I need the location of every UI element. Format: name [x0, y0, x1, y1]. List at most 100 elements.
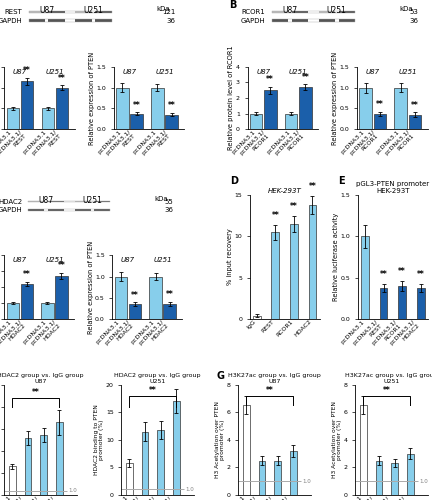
Bar: [274, 460, 281, 495]
Bar: [416, 288, 425, 319]
Text: **: **: [398, 267, 406, 276]
Text: kDa: kDa: [154, 196, 168, 202]
Text: **: **: [133, 100, 140, 110]
Text: U251: U251: [46, 68, 64, 74]
Bar: [319, 20, 335, 22]
Bar: [48, 11, 65, 13]
Bar: [42, 108, 54, 129]
Bar: [409, 114, 421, 129]
Text: **: **: [308, 182, 316, 190]
Bar: [380, 288, 388, 319]
Bar: [75, 201, 91, 202]
Text: G: G: [217, 372, 225, 382]
Text: kDa: kDa: [156, 6, 170, 12]
Bar: [391, 464, 398, 495]
Bar: [41, 303, 54, 319]
Bar: [319, 11, 335, 13]
Text: **: **: [149, 386, 157, 394]
Bar: [40, 436, 47, 495]
Text: **: **: [376, 100, 384, 109]
Bar: [285, 114, 297, 129]
Text: 36: 36: [164, 207, 173, 213]
Text: U251: U251: [83, 196, 102, 204]
Text: U251: U251: [327, 6, 346, 15]
Text: GAPDH: GAPDH: [0, 18, 22, 24]
Bar: [250, 114, 262, 129]
Text: D: D: [230, 176, 238, 186]
Text: **: **: [58, 74, 66, 82]
Bar: [94, 208, 110, 211]
Title: pGL3-PTEN promoter
HEK-293T: pGL3-PTEN promoter HEK-293T: [356, 182, 429, 194]
Text: U251: U251: [289, 68, 308, 74]
Bar: [29, 11, 45, 13]
Bar: [126, 463, 133, 495]
Text: **: **: [168, 102, 175, 110]
Bar: [272, 11, 288, 13]
Text: U87: U87: [13, 68, 27, 74]
Bar: [264, 90, 276, 129]
Bar: [48, 20, 65, 22]
Title: HDAC2 group vs. IgG group
U251: HDAC2 group vs. IgG group U251: [114, 374, 201, 384]
Bar: [398, 286, 406, 319]
Bar: [173, 401, 180, 495]
Bar: [163, 304, 176, 319]
Text: U87: U87: [38, 196, 54, 204]
Bar: [48, 201, 64, 202]
Text: **: **: [166, 290, 173, 300]
Bar: [95, 11, 111, 13]
Text: 36: 36: [410, 18, 419, 24]
Y-axis label: Relative expression of PTEN: Relative expression of PTEN: [89, 52, 95, 144]
Bar: [292, 20, 308, 22]
Text: U251: U251: [45, 258, 64, 264]
Bar: [116, 88, 129, 129]
Bar: [259, 460, 265, 495]
Bar: [25, 438, 31, 495]
Text: 1.0: 1.0: [419, 478, 428, 484]
Text: **: **: [272, 210, 280, 220]
Y-axis label: H3 Acetylation over PTEN
promoter (%): H3 Acetylation over PTEN promoter (%): [332, 402, 343, 478]
Text: **: **: [267, 76, 274, 84]
Bar: [29, 208, 110, 211]
Text: kDa: kDa: [400, 6, 413, 12]
Y-axis label: Relative expression of PTEN: Relative expression of PTEN: [332, 52, 338, 144]
Bar: [253, 316, 261, 319]
Bar: [129, 304, 141, 319]
Bar: [149, 276, 162, 319]
Bar: [29, 20, 111, 22]
Text: **: **: [23, 270, 31, 279]
Bar: [142, 432, 148, 495]
Text: **: **: [383, 386, 391, 394]
Text: U87: U87: [122, 68, 137, 74]
Bar: [339, 20, 355, 22]
Bar: [75, 208, 91, 211]
Bar: [165, 114, 178, 129]
Bar: [29, 208, 44, 211]
Bar: [360, 406, 367, 495]
Bar: [361, 236, 369, 319]
Bar: [21, 82, 33, 129]
Text: HDAC2: HDAC2: [0, 198, 22, 204]
Bar: [272, 20, 288, 22]
Text: 121: 121: [162, 9, 175, 15]
Text: 1.0: 1.0: [68, 488, 76, 493]
Text: **: **: [417, 270, 425, 279]
Bar: [9, 466, 16, 495]
Bar: [290, 451, 297, 495]
Bar: [56, 422, 63, 495]
Text: **: **: [57, 262, 65, 270]
Bar: [6, 108, 19, 129]
Text: **: **: [411, 101, 419, 110]
Bar: [21, 284, 33, 319]
Bar: [29, 11, 111, 13]
Title: HEK-293T: HEK-293T: [268, 188, 302, 194]
Text: REST: REST: [5, 9, 22, 15]
Bar: [339, 11, 355, 13]
Bar: [272, 20, 355, 22]
Text: 53: 53: [410, 9, 419, 15]
Text: **: **: [23, 66, 31, 75]
Text: **: **: [32, 388, 40, 397]
Text: E: E: [338, 176, 345, 186]
Text: **: **: [131, 291, 139, 300]
Y-axis label: H3 Acetylation over PTEN
promoter (%): H3 Acetylation over PTEN promoter (%): [215, 402, 226, 478]
Text: U251: U251: [83, 6, 103, 15]
